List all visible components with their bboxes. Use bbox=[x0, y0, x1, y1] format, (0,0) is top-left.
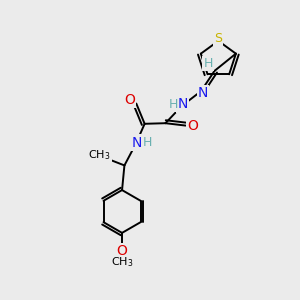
Text: N: N bbox=[132, 136, 142, 149]
Text: O: O bbox=[187, 118, 198, 133]
Text: O: O bbox=[124, 93, 135, 107]
Text: CH$_3$: CH$_3$ bbox=[111, 256, 133, 269]
Text: S: S bbox=[214, 32, 222, 45]
Text: O: O bbox=[117, 244, 128, 258]
Text: N: N bbox=[178, 98, 188, 112]
Text: N: N bbox=[198, 86, 208, 100]
Text: H: H bbox=[203, 57, 213, 70]
Text: H: H bbox=[169, 98, 178, 111]
Text: CH$_3$: CH$_3$ bbox=[88, 148, 111, 162]
Text: H: H bbox=[143, 136, 152, 149]
